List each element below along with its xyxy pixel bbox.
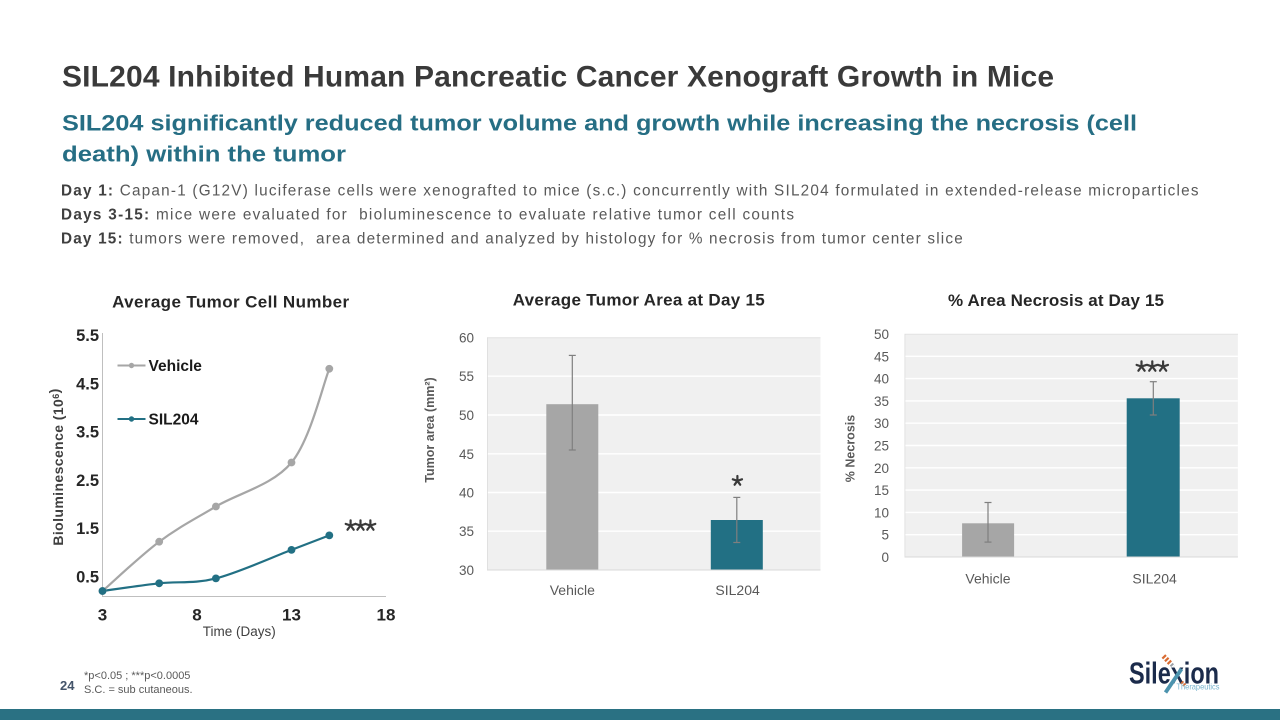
svg-text:35: 35 — [459, 524, 474, 539]
svg-text:Tumor area (mm²): Tumor area (mm²) — [423, 377, 437, 482]
svg-text:Days 3-15: mice were evaluated: Days 3-15: mice were evaluated for biolu… — [61, 207, 795, 224]
svg-text:8: 8 — [192, 606, 201, 625]
svg-text:50: 50 — [874, 327, 889, 342]
svg-text:SIL204: SIL204 — [149, 412, 199, 429]
svg-text:24: 24 — [60, 678, 75, 693]
svg-text:40: 40 — [874, 372, 889, 387]
svg-text:50: 50 — [459, 408, 474, 423]
svg-text:SIL204: SIL204 — [715, 582, 760, 598]
svg-text:5: 5 — [881, 528, 889, 543]
svg-text:Silexion: Silexion — [1129, 656, 1219, 691]
svg-text:0: 0 — [881, 550, 889, 565]
svg-text:60: 60 — [459, 331, 474, 346]
svg-text:0.5: 0.5 — [76, 569, 99, 587]
svg-text:25: 25 — [874, 439, 889, 454]
svg-text:S.C. = sub cutaneous.: S.C. = sub cutaneous. — [84, 684, 193, 696]
svg-text:Vehicle: Vehicle — [965, 570, 1010, 586]
svg-text:55: 55 — [459, 369, 474, 384]
svg-text:1.5: 1.5 — [76, 520, 99, 538]
svg-text:Average Tumor Area at Day 15: Average Tumor Area at Day 15 — [513, 291, 765, 310]
svg-text:4.5: 4.5 — [76, 375, 99, 393]
svg-text:20: 20 — [874, 461, 889, 476]
svg-text:3.5: 3.5 — [76, 424, 99, 442]
svg-text:45: 45 — [874, 349, 889, 364]
svg-text:3: 3 — [98, 606, 107, 625]
svg-text:13: 13 — [282, 606, 301, 625]
svg-text:Bioluminescence (106): Bioluminescence (106) — [46, 388, 66, 545]
svg-text:% Necrosis: % Necrosis — [844, 415, 858, 482]
svg-text:Vehicle: Vehicle — [149, 358, 203, 375]
svg-text:*p<0.05 ; ***p<0.0005: *p<0.05 ; ***p<0.0005 — [84, 670, 190, 682]
svg-text:Average Tumor Cell Number: Average Tumor Cell Number — [112, 293, 349, 312]
svg-text:45: 45 — [459, 447, 474, 462]
svg-text:Day 15: tumors were removed,: Day 15: tumors were removed, area determ… — [61, 231, 964, 248]
svg-text:death) within the tumor: death) within the tumor — [62, 142, 347, 167]
svg-text:SIL204 Inhibited Human Pancrea: SIL204 Inhibited Human Pancreatic Cancer… — [62, 61, 1054, 94]
svg-text:Day 1: Capan-1 (G12V) lucifera: Day 1: Capan-1 (G12V) luciferase cells w… — [61, 183, 1200, 200]
svg-text:Therapeutics: Therapeutics — [1177, 682, 1220, 692]
svg-text:35: 35 — [874, 394, 889, 409]
svg-text:5.5: 5.5 — [76, 327, 99, 345]
svg-text:SIL204 significantly reduced t: SIL204 significantly reduced tumor volum… — [62, 111, 1137, 136]
svg-text:30: 30 — [874, 416, 889, 431]
svg-text:18: 18 — [377, 606, 396, 625]
svg-text:40: 40 — [459, 486, 474, 501]
svg-text:30: 30 — [459, 563, 474, 578]
svg-text:SIL204: SIL204 — [1132, 570, 1177, 586]
svg-text:15: 15 — [874, 483, 889, 498]
svg-text:% Area Necrosis at Day 15: % Area Necrosis at Day 15 — [948, 291, 1164, 310]
svg-text:Time (Days): Time (Days) — [203, 624, 276, 639]
svg-text:10: 10 — [874, 505, 889, 520]
svg-text:2.5: 2.5 — [76, 472, 99, 490]
svg-text:Vehicle: Vehicle — [550, 582, 595, 598]
